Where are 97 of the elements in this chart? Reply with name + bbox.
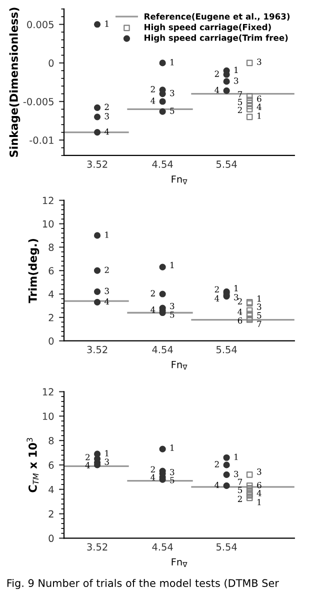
- annotation: 1: [170, 59, 174, 66]
- y-tick-label: 12: [42, 388, 54, 396]
- annotation: 1: [234, 454, 238, 460]
- annotation: 5: [238, 486, 242, 494]
- annotation: 2: [238, 298, 242, 304]
- annotation: 6: [257, 96, 262, 102]
- y-tick-label: 6: [48, 267, 54, 274]
- annotation: 1: [105, 450, 108, 456]
- annotation: 4: [104, 298, 110, 305]
- annotation: 1: [258, 112, 261, 119]
- x-tick-label: 4.54: [152, 543, 173, 551]
- y-tick-label: 4: [48, 290, 54, 298]
- caption: Fig. 9 Number of trials of the model tests (DTMB Ser: [7, 578, 279, 590]
- x-tick-label: 3.52: [87, 543, 108, 551]
- x-axis-title: Fn$_{∇}$: [172, 176, 188, 184]
- annotation: 5: [170, 108, 174, 114]
- x-tick-label: 5.54: [216, 543, 237, 551]
- y-tick-label: 12: [42, 196, 54, 204]
- annotation: 4: [256, 490, 262, 496]
- annotation: 4: [85, 462, 90, 468]
- legend-label: Reference(Eugene et al., 1963): [144, 13, 290, 22]
- annotation: 1: [258, 295, 261, 302]
- y-tick-label: 2: [48, 510, 54, 518]
- annotation: 7: [238, 478, 242, 485]
- x-tick-label: 5.54: [216, 346, 237, 354]
- annotation: 3: [257, 468, 262, 475]
- annotation: 2: [238, 496, 242, 502]
- annotation: 1: [105, 232, 108, 238]
- annotation: 4: [256, 104, 262, 110]
- annotation: 5: [257, 312, 262, 318]
- x-tick-label: 5.54: [216, 160, 237, 168]
- annotation: 4: [150, 98, 156, 104]
- legend-label: High speed carriage(Fixed): [144, 24, 271, 32]
- annotation: 4: [238, 308, 242, 315]
- annotation: 3: [257, 58, 262, 65]
- x-tick-label: 3.52: [87, 346, 108, 354]
- annotation: 2: [104, 266, 109, 273]
- annotation: 3: [234, 470, 238, 478]
- annotation: 4: [214, 86, 220, 94]
- y-tick-label: 2: [48, 314, 54, 322]
- annotation: 3: [170, 468, 174, 476]
- x-tick-label: 4.54: [152, 346, 173, 354]
- y-tick-label: 8: [48, 437, 54, 444]
- annotation: 2: [214, 286, 219, 292]
- annotation: 4: [150, 474, 156, 480]
- y-tick-label: 10: [42, 220, 54, 228]
- annotation: 7: [257, 320, 262, 327]
- annotation: 1: [170, 262, 174, 268]
- y-tick-label: 4: [48, 486, 54, 494]
- annotation: 5: [238, 98, 242, 106]
- annotation: 2: [150, 466, 155, 472]
- y-tick-label: 8: [48, 244, 54, 252]
- annotation: 5: [170, 312, 174, 318]
- y-tick-label: -0.01: [30, 136, 54, 144]
- annotation: 2: [238, 106, 242, 114]
- legend-label: High speed carriage(Trim free): [144, 34, 288, 43]
- x-axis-title: Fn$_{∇}$: [172, 558, 188, 567]
- annotation: 3: [104, 458, 109, 465]
- annotation: 2: [150, 290, 155, 296]
- annotation: 1: [258, 498, 261, 506]
- annotation: 4: [104, 128, 110, 135]
- annotation: 2: [86, 454, 90, 460]
- annotation: 7: [238, 91, 242, 98]
- annotation: 1: [234, 285, 238, 292]
- y-axis-title: Sinkage(Dimensionless): [9, 8, 20, 157]
- annotation: 2: [214, 70, 219, 77]
- annotation: 3: [170, 90, 174, 96]
- annotation: 5: [170, 477, 174, 484]
- annotation: 2: [150, 86, 155, 92]
- annotation: 3: [104, 113, 109, 120]
- y-tick-label: 6: [48, 461, 54, 469]
- annotation: 1: [105, 20, 108, 27]
- y-tick-label: 0: [48, 534, 54, 542]
- annotation: 3: [104, 288, 109, 294]
- annotation: 2: [104, 104, 109, 110]
- annotation: 2: [214, 461, 219, 468]
- annotation: 1: [170, 444, 174, 451]
- y-tick-label: 0: [48, 337, 54, 345]
- annotation: 3: [170, 302, 174, 310]
- annotation: 3: [234, 294, 238, 300]
- y-tick-label: -0.005: [23, 98, 54, 106]
- annotation: 3: [257, 304, 262, 310]
- annotation: 4: [214, 295, 220, 302]
- y-axis-title: C$_{TM}$ x 10$^{3}$: [26, 438, 39, 492]
- y-axis-title: Trim(deg.): [28, 239, 40, 304]
- x-tick-label: 3.52: [87, 160, 108, 168]
- annotation: 3: [234, 78, 238, 84]
- annotation: 6: [257, 482, 262, 488]
- x-tick-label: 4.54: [152, 160, 173, 168]
- annotation: 4: [214, 482, 220, 488]
- y-tick-label: 10: [42, 412, 54, 420]
- annotation: 1: [234, 66, 238, 73]
- annotation: 6: [238, 317, 242, 324]
- y-tick-label: 0.005: [27, 20, 54, 28]
- annotation: 4: [150, 306, 156, 313]
- y-tick-label: 0: [48, 59, 54, 67]
- x-axis-title: Fn$_{∇}$: [172, 360, 188, 370]
